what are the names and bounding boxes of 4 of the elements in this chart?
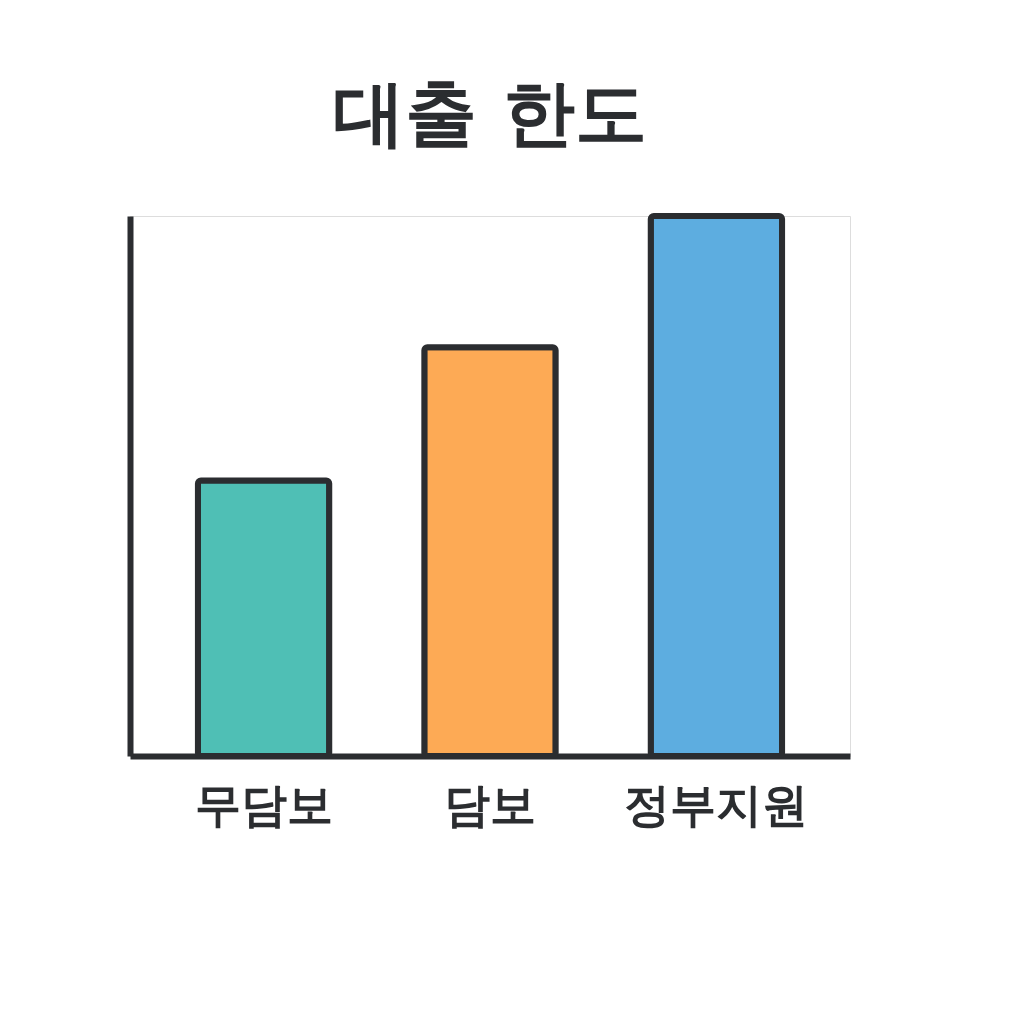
x-tick-label: 무담보 — [194, 777, 333, 832]
chart-title: 대출 한도 — [333, 71, 647, 155]
x-tick-label: 정부지원 — [624, 777, 809, 832]
x-tick-label: 담보 — [444, 777, 536, 832]
